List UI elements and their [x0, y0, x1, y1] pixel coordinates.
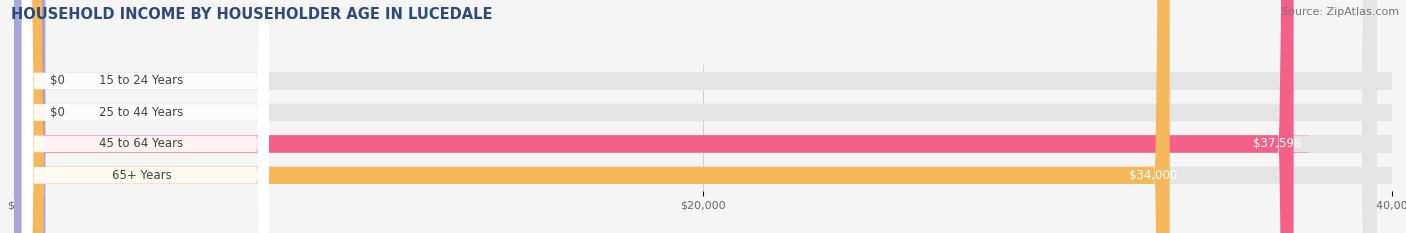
Bar — [14, 135, 1309, 153]
Bar — [14, 104, 1392, 121]
FancyBboxPatch shape — [22, 0, 269, 233]
FancyBboxPatch shape — [22, 0, 269, 233]
FancyBboxPatch shape — [30, 0, 1376, 233]
Text: Source: ZipAtlas.com: Source: ZipAtlas.com — [1281, 7, 1399, 17]
FancyBboxPatch shape — [30, 0, 1170, 233]
FancyBboxPatch shape — [30, 0, 1376, 233]
Bar — [14, 167, 1185, 184]
Bar — [14, 104, 42, 121]
Text: HOUSEHOLD INCOME BY HOUSEHOLDER AGE IN LUCEDALE: HOUSEHOLD INCOME BY HOUSEHOLDER AGE IN L… — [11, 7, 492, 22]
Text: $0: $0 — [51, 106, 65, 119]
Bar — [14, 135, 1392, 153]
FancyBboxPatch shape — [30, 0, 1376, 233]
Bar — [14, 167, 1392, 184]
FancyBboxPatch shape — [14, 0, 45, 233]
FancyBboxPatch shape — [22, 0, 269, 233]
Text: $34,000: $34,000 — [1129, 169, 1177, 182]
FancyBboxPatch shape — [30, 0, 1376, 233]
Text: $0: $0 — [51, 75, 65, 87]
Bar — [14, 72, 1392, 90]
Text: 25 to 44 Years: 25 to 44 Years — [100, 106, 184, 119]
Bar — [14, 72, 42, 90]
Text: 65+ Years: 65+ Years — [111, 169, 172, 182]
FancyBboxPatch shape — [30, 0, 1294, 233]
FancyBboxPatch shape — [14, 0, 45, 233]
FancyBboxPatch shape — [22, 0, 269, 233]
Text: $37,598: $37,598 — [1253, 137, 1302, 150]
Text: 45 to 64 Years: 45 to 64 Years — [100, 137, 184, 150]
Text: 15 to 24 Years: 15 to 24 Years — [100, 75, 184, 87]
